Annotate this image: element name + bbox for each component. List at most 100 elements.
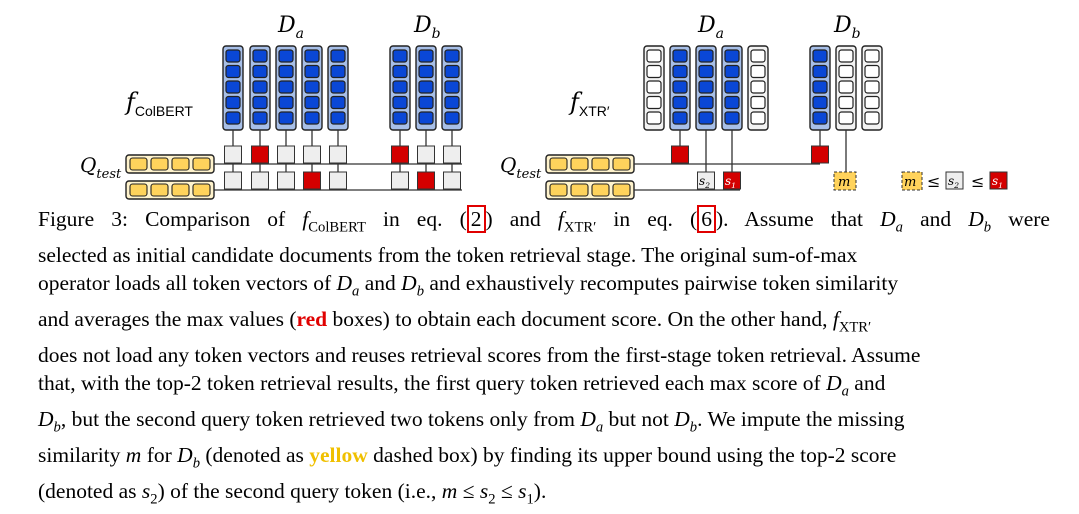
left-score-r1 [391,171,409,190]
left-doc-7-token [444,49,460,63]
right-doc-5-token [812,64,828,79]
left-query-0-token [171,157,190,171]
left-doc-5-token [392,64,408,79]
left-query-0-token [192,157,211,171]
right-doc-2-token [698,111,714,125]
right-doc-7-token [864,80,880,94]
caption-line-2: selected as initial candidate documents … [38,243,858,268]
legend-m-box [901,171,923,191]
caption-line-8: similarity m for Db (denoted as yellow d… [38,443,897,472]
caption-line-3: operator loads all token vectors of Da a… [38,270,899,300]
left-query-1-token [192,183,211,197]
right-doc-3-token [724,64,740,79]
colbert-panel [125,45,463,200]
right-doc-2-token [698,80,714,94]
right-doc-1-token [672,80,688,94]
legend-le1-text: ≤ [927,172,940,191]
right-s1-text: s1 [725,174,736,190]
right-doc-0-token [646,111,662,125]
left-doc-0-token [225,64,241,79]
right-s2-cell [697,171,715,190]
left-doc-5-token [392,49,408,63]
right-doc-2-token [698,49,714,63]
left-score-r0 [443,145,461,164]
left-doc-7-token [444,111,460,125]
left-doc-2-token [278,111,294,125]
right-doc-1-token [672,95,688,110]
left-doc-0-token [225,80,241,94]
right-doc-6-token [838,64,854,79]
left-doc-7-token [444,80,460,94]
right-query-0-token [549,157,568,171]
left-doc-4-token [330,111,346,125]
right-model-label: fXTR′ [568,88,610,119]
left-score-r1 [277,171,295,190]
left-score-r1 [329,171,347,190]
left-doc-6-token [418,80,434,94]
left-doc-0-token [225,49,241,63]
caption-line-1: Figure 3: Comparison of fColBERT in eq. … [38,205,1050,236]
left-doc-1-token [252,49,268,63]
left-query-0-token [150,157,169,171]
left-score-r1 [443,171,461,190]
eq-ref-6[interactable]: 6 [697,205,716,233]
left-doc-0-token [225,111,241,125]
right-doc-4-token [750,80,766,94]
right-doc-4-token [750,111,766,125]
right-query-label: Qtest [500,153,542,182]
caption-line-6: that, with the top-2 token retrieval res… [38,370,886,400]
left-score-r0 [251,145,269,164]
left-doc-4-token [330,64,346,79]
left-doc-1-token [252,64,268,79]
right-doc-6-token [838,49,854,63]
left-doc-6-token [418,95,434,110]
right-doc-1-token [672,111,688,125]
legend-s1-text: s1 [992,174,1003,190]
caption-line-4: and averages the max values (red boxes) … [38,306,872,336]
right-query-1-token [591,183,610,197]
right-doc-7-token [864,95,880,110]
right-max-db-r0 [811,145,829,164]
right-doc-4-token [750,49,766,63]
right-doc-6-token [838,111,854,125]
left-doc-a-label: Da [277,13,304,42]
right-doc-b-label: Db [833,13,861,42]
right-query-0-token [591,157,610,171]
left-score-r0 [277,145,295,164]
right-m-text: m [838,175,850,190]
right-max-da-r0 [671,145,689,164]
left-query-1-frame [125,180,215,200]
left-doc-7-token [444,64,460,79]
left-query-label: Qtest [80,153,122,182]
figure-labels: Da Db fColBERT Qtest Da Db fXTR′ Qtest [80,13,861,182]
right-doc-5-token [812,111,828,125]
right-s1-cell [723,171,741,190]
eq-ref-2[interactable]: 2 [466,205,486,233]
left-doc-2-token [278,95,294,110]
right-doc-1-token [672,64,688,79]
left-doc-1-token [252,111,268,125]
right-doc-3-token [724,95,740,110]
right-doc-5-token [812,49,828,63]
right-missing-m-box [833,171,857,191]
caption-line-5: does not load any token vectors and reus… [38,343,921,368]
right-doc-3-token [724,49,740,63]
left-doc-0-token [225,95,241,110]
left-score-r0 [391,145,409,164]
left-doc-5-token [392,111,408,125]
right-query-1-token [612,183,631,197]
right-doc-1-token [672,49,688,63]
left-doc-6-token [418,49,434,63]
right-doc-6-token [838,80,854,94]
left-doc-b-label: Db [413,13,441,42]
right-doc-6-token [838,95,854,110]
left-query-0-token [129,157,148,171]
right-doc-7-token [864,111,880,125]
left-doc-3-token [304,95,320,110]
left-score-r1 [224,171,242,190]
right-query-0-token [570,157,589,171]
left-query-1-token [129,183,148,197]
right-query-1-token [549,183,568,197]
right-query-0-token [612,157,631,171]
right-doc-3-token [724,80,740,94]
